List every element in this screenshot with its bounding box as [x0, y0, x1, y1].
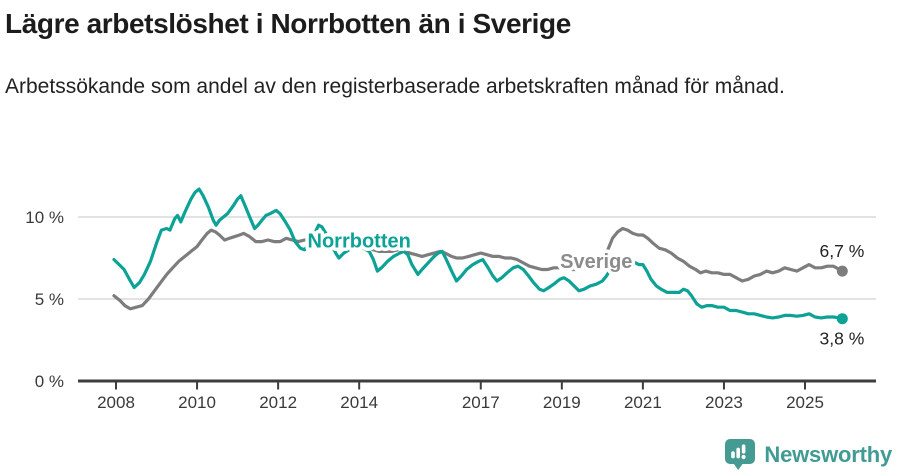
brand-footer: Newsworthy [724, 438, 892, 471]
newsworthy-pin-icon [725, 439, 756, 470]
end-dot-sverige [836, 265, 848, 277]
series-line-sverige [112, 226, 844, 311]
series-label-sverige: Sverige [560, 251, 632, 273]
x-tick-label: 2008 [97, 393, 135, 412]
series-line-norrbotten [112, 187, 844, 321]
y-tick-label: 0 % [35, 372, 64, 391]
unemployment-line-chart: 0 % 5 % 10 % 2008 2010 2012 2014 2017 2019 2021 20… [25, 187, 876, 412]
x-tick-label: 2012 [259, 393, 297, 412]
x-tick-label: 2021 [624, 393, 662, 412]
end-value-label-norrbotten: 3,8 % [820, 329, 865, 349]
x-tick-label: 2023 [705, 393, 743, 412]
y-tick-label: 5 % [35, 290, 64, 309]
brand-name: Newsworthy [764, 441, 892, 467]
y-tick-label: 10 % [25, 208, 64, 227]
end-dot-norrbotten [836, 313, 848, 325]
chart-subtitle: Arbetssökande som andel av den registerb… [5, 75, 785, 98]
series-label-norrbotten: Norrbotten [308, 230, 411, 252]
page-title: Lägre arbetslöshet i Norrbotten än i Sve… [5, 8, 571, 39]
x-tick-label: 2017 [462, 393, 500, 412]
x-tick-label: 2010 [178, 393, 216, 412]
end-value-label-sverige: 6,7 % [820, 241, 865, 261]
x-tick-label: 2025 [786, 393, 824, 412]
x-tick-label: 2014 [340, 393, 378, 412]
x-tick-label: 2019 [543, 393, 581, 412]
